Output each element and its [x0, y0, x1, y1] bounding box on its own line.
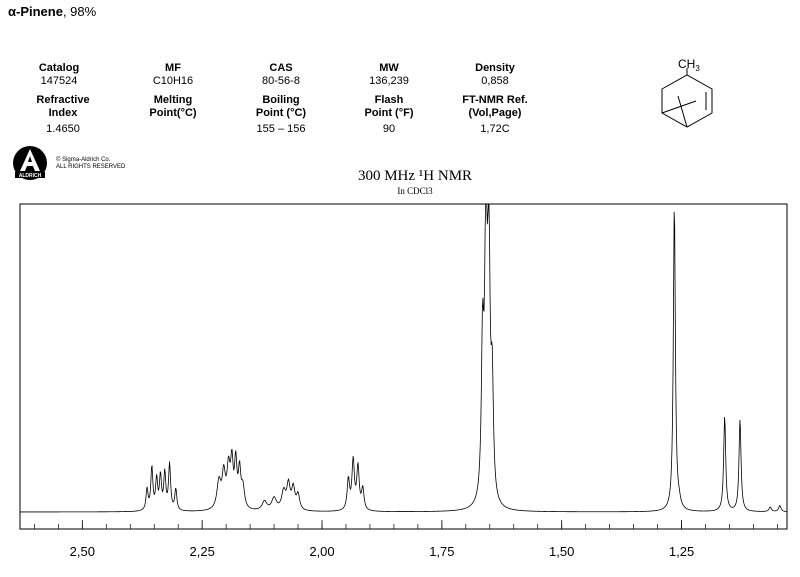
prop-boiling-point: Boiling Point (°C) 155 – 156 — [226, 94, 336, 136]
nmr-spectrum-chart: 2,50 2,25 2,00 1,75 1,50 1,25 — [19, 203, 788, 559]
prop-cas: CAS 80-56-8 — [226, 62, 336, 88]
plot-frame — [19, 203, 788, 530]
prop-label: CAS — [269, 62, 293, 74]
prop-value: 136,239 — [369, 75, 409, 87]
prop-value: 1.4650 — [46, 123, 80, 135]
compound-title: α-Pinene, 98% — [8, 4, 96, 19]
compound-purity: , 98% — [62, 4, 97, 19]
prop-value: C10H16 — [152, 75, 194, 87]
x-tick-label: 1,50 — [549, 544, 574, 559]
prop-value: 147524 — [40, 75, 78, 87]
x-tick-label: 2,50 — [70, 544, 95, 559]
bridge-bond — [677, 95, 688, 128]
prop-label: Density — [475, 62, 515, 74]
prop-label: MF — [165, 62, 181, 74]
logo-band — [15, 172, 45, 178]
prop-mw: MW 136,239 — [334, 62, 444, 88]
x-axis-ticks — [34, 520, 778, 529]
ring-bond — [661, 74, 713, 128]
prop-melting-point: Melting Point(°C) — [118, 94, 228, 123]
prop-label: MW — [379, 62, 399, 74]
logo-text: ALDRICH — [19, 173, 42, 179]
prop-label: Boiling Point (°C) — [255, 94, 307, 119]
prop-label: Refractive Index — [36, 94, 90, 119]
copyright: © Sigma-Aldrich Co. ALL RIGHTS RESERVED — [56, 157, 125, 171]
x-tick-label: 2,00 — [309, 544, 334, 559]
prop-value: 80-56-8 — [262, 75, 300, 87]
aldrich-logo: ALDRICH — [13, 146, 47, 180]
copyright-line: ALL RIGHTS RESERVED — [56, 164, 126, 170]
prop-catalog: Catalog 147524 — [4, 62, 114, 88]
chart-subtitle: In CDCl3 — [397, 186, 433, 196]
x-tick-label: 1,75 — [429, 544, 454, 559]
methyl-label: CH3 — [678, 57, 700, 73]
x-tick-label: 2,25 — [190, 544, 215, 559]
prop-ftnmr-ref: FT-NMR Ref. (Vol,Page) 1,72C — [440, 94, 550, 136]
x-tick-label: 1,25 — [669, 544, 694, 559]
logo-letter-a-hole — [28, 156, 32, 162]
prop-flash-point: Flash Point (°F) 90 — [334, 94, 444, 136]
prop-label: Catalog — [38, 62, 80, 74]
bridge-bond — [661, 100, 697, 114]
prop-value: 155 – 156 — [256, 123, 306, 135]
chart-title: 300 MHz ¹H NMR — [357, 168, 473, 184]
x-axis-tick-labels: 2,50 2,25 2,00 1,75 1,50 1,25 — [70, 544, 695, 559]
molecule-structure: CH3 — [661, 57, 713, 128]
prop-mf: MF C10H16 — [118, 62, 228, 88]
copyright-line: © Sigma-Aldrich Co. — [56, 157, 111, 163]
prop-refractive-index: Refractive Index 1.4650 — [8, 94, 118, 136]
prop-density: Density 0,858 — [440, 62, 550, 88]
prop-label: Melting Point(°C) — [149, 94, 197, 119]
compound-name: α-Pinene — [8, 4, 63, 19]
prop-label: FT-NMR Ref. (Vol,Page) — [462, 94, 528, 119]
prop-value: 1,72C — [480, 123, 510, 135]
prop-label: Flash Point (°F) — [364, 94, 414, 119]
prop-value: 0,858 — [481, 75, 509, 87]
prop-value: 90 — [382, 123, 396, 135]
spectrum-line — [20, 203, 788, 513]
